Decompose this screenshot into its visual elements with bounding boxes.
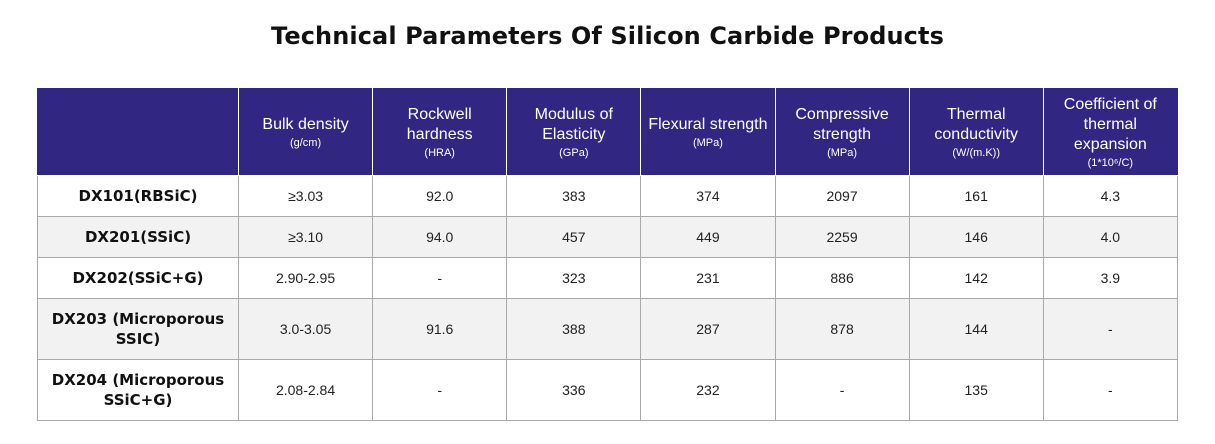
header-cell-thermal-conductivity: Thermal conductivity (W/(m.K)) (908, 88, 1044, 176)
table-cell: 2.90-2.95 (237, 257, 374, 299)
table-cell: 4.0 (1042, 216, 1178, 258)
header-label: Modulus of Elasticity (534, 105, 613, 143)
header-label: Flexural strength (648, 115, 768, 133)
header-label: Rockwell hardness (406, 105, 473, 143)
header-cell-rockwell-hardness: Rockwell hardness (HRA) (372, 88, 508, 176)
header-unit: (MPa) (827, 146, 858, 159)
table-cell: - (1042, 359, 1178, 421)
table-cell: - (1042, 298, 1178, 360)
header-cell-blank (37, 88, 239, 176)
page-title: Technical Parameters Of Silicon Carbide … (271, 22, 944, 50)
table-cell: 2.08-2.84 (237, 359, 374, 421)
table-row: DX204 (Microporous SSiC+G) 2.08-2.84 - 3… (37, 359, 1178, 421)
table-cell: 146 (908, 216, 1044, 258)
header-label: Bulk density (262, 115, 349, 133)
table-cell: 142 (908, 257, 1044, 299)
table-cell: 374 (640, 175, 776, 217)
table-cell: 3.9 (1042, 257, 1178, 299)
table-cell: 2097 (774, 175, 910, 217)
header-cell-compressive-strength: Compressive strength (MPa) (774, 88, 910, 176)
header-unit: (W/(m.K)) (952, 146, 1001, 159)
table-cell: 3.0-3.05 (237, 298, 374, 360)
table-cell: - (372, 257, 508, 299)
table-cell: 2259 (774, 216, 910, 258)
table-cell: 94.0 (372, 216, 508, 258)
header-unit: (HRA) (424, 146, 455, 159)
header-cell-bulk-density: Bulk density (g/cm) (237, 88, 374, 176)
table-cell: ≥3.03 (237, 175, 374, 217)
table-row: DX203 (Microporous SSIC) 3.0-3.05 91.6 3… (37, 298, 1178, 360)
table-cell: 135 (908, 359, 1044, 421)
row-name-cell: DX204 (Microporous SSiC+G) (37, 359, 239, 421)
table-row: DX201(SSiC) ≥3.10 94.0 457 449 2259 146 … (37, 216, 1178, 258)
table-cell: 383 (506, 175, 642, 217)
table-cell: 457 (506, 216, 642, 258)
table-cell: 388 (506, 298, 642, 360)
table-cell: - (372, 359, 508, 421)
table-cell: - (774, 359, 910, 421)
header-unit: (MPa) (692, 136, 723, 149)
table-cell: 161 (908, 175, 1044, 217)
table-cell: ≥3.10 (237, 216, 374, 258)
table-header-row: Bulk density (g/cm) Rockwell hardness (H… (37, 88, 1178, 176)
table-cell: 287 (640, 298, 776, 360)
row-name-cell: DX101(RBSiC) (37, 175, 239, 217)
header-unit: (g/cm) (289, 136, 322, 149)
header-label: Coefficient of thermal expansion (1063, 95, 1157, 153)
header-unit: (GPa) (559, 146, 589, 159)
parameters-table: Bulk density (g/cm) Rockwell hardness (H… (37, 88, 1178, 421)
table-cell: 886 (774, 257, 910, 299)
table-cell: 323 (506, 257, 642, 299)
table-cell: 449 (640, 216, 776, 258)
table-cell: 4.3 (1042, 175, 1178, 217)
table-cell: 878 (774, 298, 910, 360)
header-label: Thermal conductivity (934, 105, 1018, 143)
header-label: Compressive strength (795, 105, 889, 143)
row-name-cell: DX201(SSiC) (37, 216, 239, 258)
table-cell: 144 (908, 298, 1044, 360)
table-row: DX202(SSiC+G) 2.90-2.95 - 323 231 886 14… (37, 257, 1178, 299)
header-cell-modulus-of-elasticity: Modulus of Elasticity (GPa) (506, 88, 642, 176)
table-cell: 231 (640, 257, 776, 299)
table-cell: 232 (640, 359, 776, 421)
row-name-cell: DX203 (Microporous SSIC) (37, 298, 239, 360)
table-cell: 336 (506, 359, 642, 421)
table-cell: 92.0 (372, 175, 508, 217)
header-cell-flexural-strength: Flexural strength (MPa) (640, 88, 776, 176)
table-cell: 91.6 (372, 298, 508, 360)
header-unit: (1*10⁶/C) (1087, 156, 1134, 169)
row-name-cell: DX202(SSiC+G) (37, 257, 239, 299)
header-cell-thermal-expansion: Coefficient of thermal expansion (1*10⁶/… (1042, 88, 1178, 176)
table-row: DX101(RBSiC) ≥3.03 92.0 383 374 2097 161… (37, 175, 1178, 217)
